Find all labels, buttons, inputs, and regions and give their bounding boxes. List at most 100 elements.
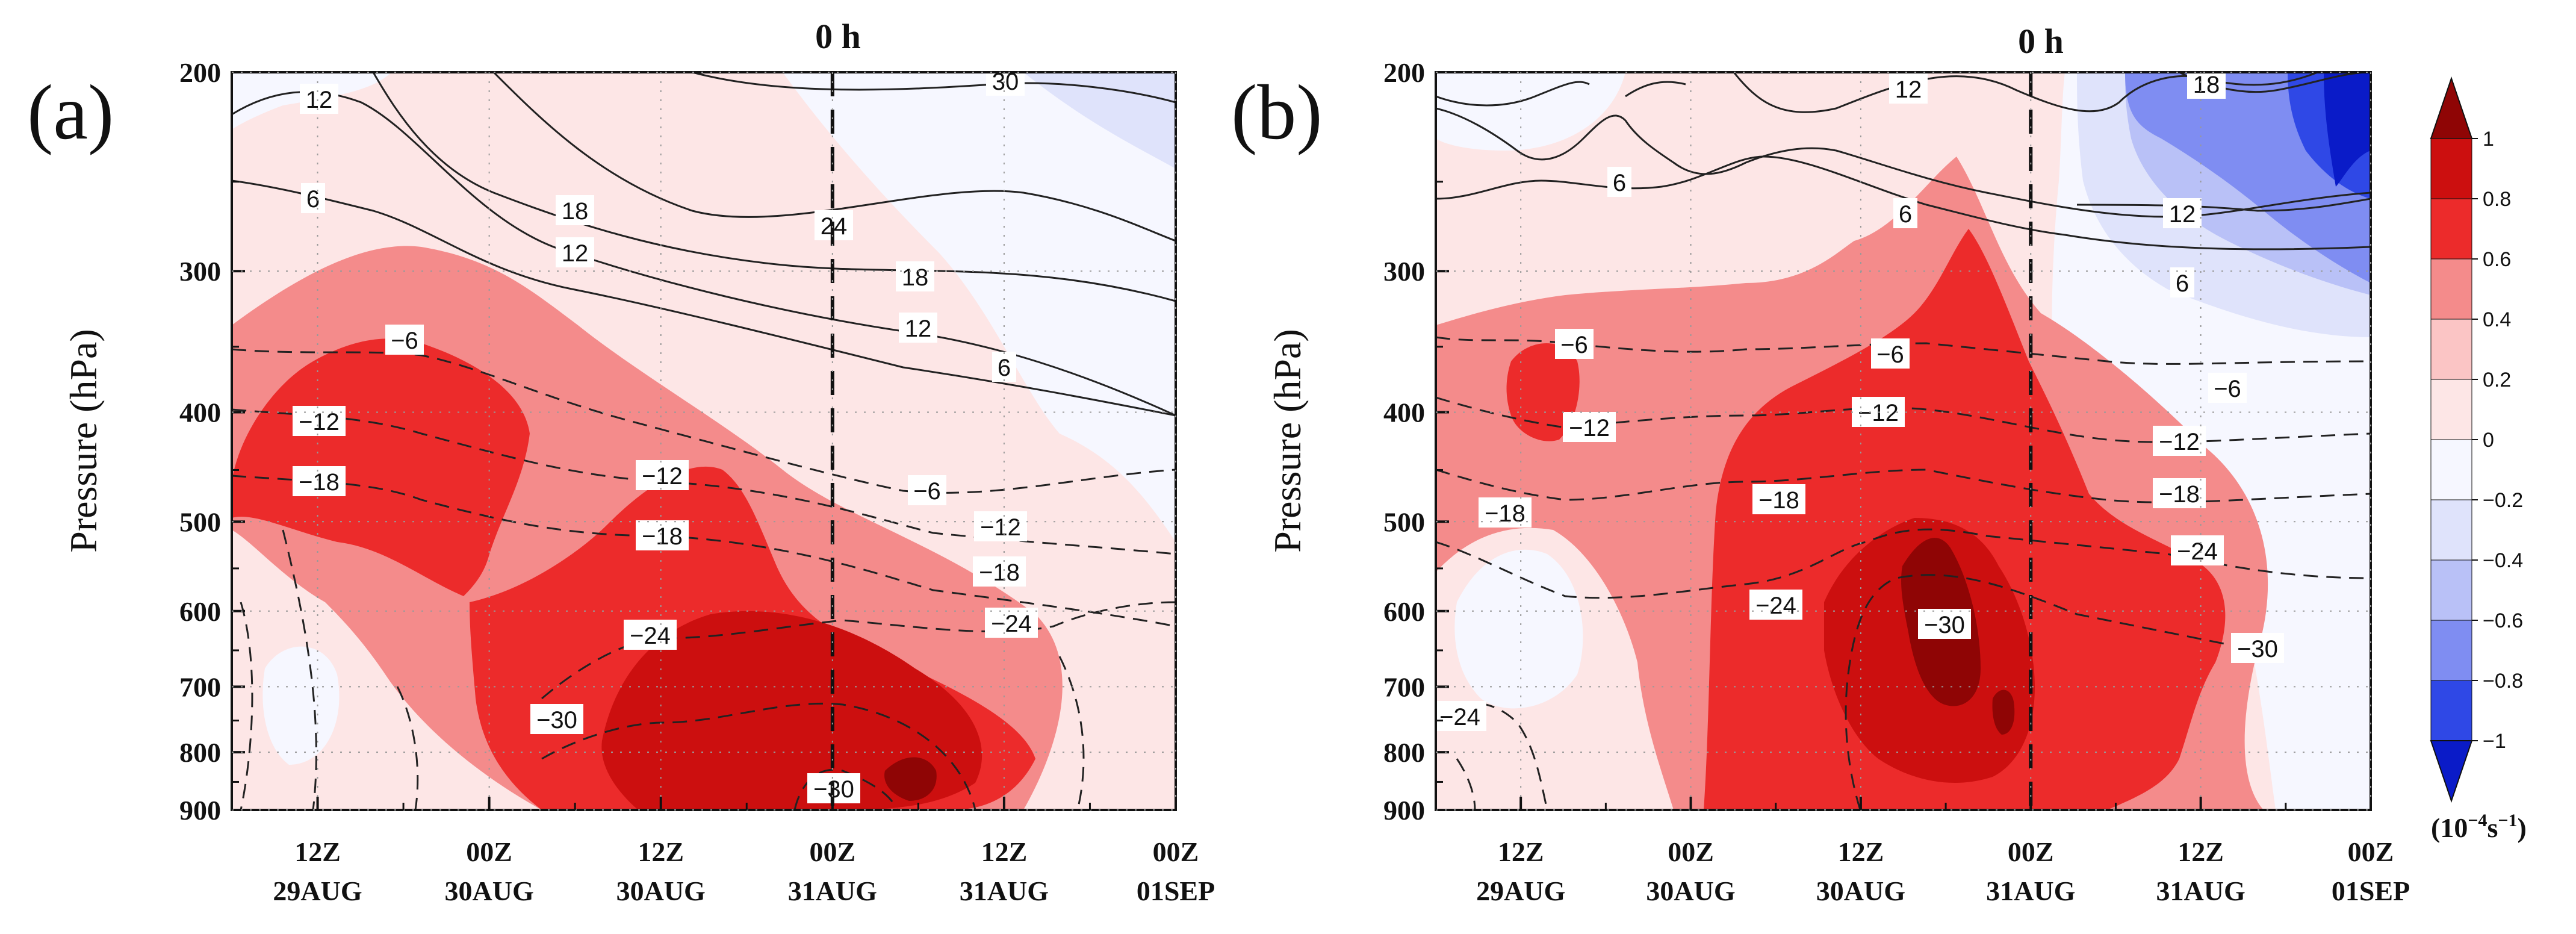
contour-label-bg: [385, 325, 424, 355]
contour-label: −12: [1858, 400, 1899, 426]
contour-label-bg: [530, 704, 583, 734]
contour-label-bg: [1893, 198, 1917, 228]
contour-label-bg: [1436, 701, 1486, 731]
shade-b-blue4: [2324, 72, 2371, 187]
x-tick-date: 01SEP: [1137, 876, 1215, 906]
contour-b-12b: [2076, 198, 2371, 212]
x-tick-time: 12Z: [638, 836, 684, 867]
x-tick-date: 01SEP: [2332, 876, 2410, 906]
panel-a-contour-labels: 1230618122418126−6−12−18−12−6−18−12−18−2…: [293, 72, 1038, 803]
x-tick-time: 00Z: [466, 836, 512, 867]
colorbar-segment: [2430, 198, 2472, 260]
contour-label-bg: [1918, 609, 1971, 639]
x-tick-date: 31AUG: [1986, 876, 2075, 906]
contour-label-bg: [1889, 73, 1928, 104]
panel-b-event-label: 0 h: [2018, 22, 2064, 61]
contour-label: −30: [536, 707, 577, 733]
panel-b-frame: [1435, 71, 2372, 811]
contour-label: −18: [979, 559, 1020, 586]
panel-a-ylabel: Pressure (hPa): [62, 329, 105, 552]
contour-label: −24: [1755, 593, 1796, 619]
contour-label: 6: [1899, 201, 1912, 228]
contour-a-m30: [541, 702, 976, 810]
panel-b-shading: 18 12 6 12 6 6 −6 −12 −18 −6 −12 −18 −24 −6 −12 −18 −24 −…: [1436, 72, 2371, 810]
contour-b-m30l: [1456, 758, 1476, 810]
contour-label-bg: [2163, 198, 2202, 228]
contour-label-bg: [1871, 338, 1910, 369]
x-tick-date: 30AUG: [616, 876, 706, 906]
contour-label-bg: [2170, 267, 2194, 297]
shade-a-red-upper: [232, 338, 530, 596]
y-tick-label: 800: [1383, 737, 1425, 768]
contour-label-bg: [1563, 412, 1616, 442]
contour-label: 12: [2169, 201, 2196, 228]
contour-label: −6: [1876, 341, 1904, 368]
contour-label: −24: [630, 623, 671, 649]
contour-label-bg: [896, 261, 934, 291]
colorbar-tick-label: 1: [2483, 128, 2494, 151]
contour-label: −12: [2159, 429, 2200, 455]
colorbar-segment: [2430, 559, 2472, 621]
panel-a-x-axis: 12Z 29AUG 00Z 30AUG 12Z 30AUG 00Z 31AUG 12Z 31AUG…: [231, 72, 1215, 906]
contour-label: −6: [1560, 332, 1588, 358]
colorbar-extend-bottom: [2430, 740, 2473, 803]
colorbar-segment: [2430, 499, 2472, 561]
contour-a-m6: [232, 348, 1176, 494]
colorbar-segment: [2430, 319, 2472, 380]
colorbar-tick-label: −1: [2483, 730, 2506, 753]
contour-label-bg: [556, 237, 594, 267]
colorbar-segment: [2430, 680, 2472, 741]
panel-b-label: (b): [1231, 69, 1323, 156]
y-tick-label: 600: [179, 596, 221, 627]
contour-label-bg: [2153, 478, 2206, 508]
contour-label: −18: [299, 469, 340, 496]
panel-a: 1230618122418126−6−12−18−12−6−18−12−18−2…: [27, 17, 1215, 906]
contour-label-bg: [1607, 167, 1631, 197]
contour-label-bg: [293, 466, 346, 496]
panel-a-event-label: 0 h: [815, 17, 861, 56]
y-tick-label: 900: [1383, 795, 1425, 826]
x-tick-time: 12Z: [2177, 836, 2224, 867]
x-tick-time: 12Z: [1838, 836, 1884, 867]
colorbar-tick-label: 0.6: [2483, 248, 2511, 271]
y-tick-label: 800: [179, 737, 221, 768]
colorbar-units: (10−4s−1): [2431, 811, 2527, 843]
colorbar-extend-top: [2430, 76, 2473, 139]
colorbar-tick-label: 0.4: [2483, 308, 2511, 331]
contour-label: 6: [306, 186, 320, 213]
contour-label-bg: [636, 460, 689, 490]
shade-b-redblob: [1506, 343, 1580, 441]
shade-a-white-top2: [783, 72, 1176, 542]
contour-label: 12: [562, 240, 589, 267]
contour-b-6b: [1436, 155, 2371, 251]
x-tick-date: 29AUG: [273, 876, 362, 906]
y-tick-label: 300: [179, 256, 221, 287]
contour-label: 12: [905, 316, 932, 342]
x-tick-time: 00Z: [1153, 836, 1199, 867]
contour-label: 6: [998, 355, 1011, 381]
colorbar-tick-label: 0: [2483, 429, 2494, 452]
contour-label: −6: [913, 478, 941, 505]
colorbar-tick-label: −0.8: [2483, 670, 2523, 693]
y-tick-label: 600: [1383, 596, 1425, 627]
contour-label: −18: [1758, 487, 1799, 514]
y-tick-label: 700: [1383, 671, 1425, 702]
colorbar-segment: [2430, 258, 2472, 320]
y-tick-label: 200: [179, 57, 221, 88]
y-tick-label: 300: [1383, 256, 1425, 287]
contour-label-bg: [1752, 484, 1805, 514]
y-tick-label: 700: [179, 671, 221, 702]
x-tick-time: 00Z: [1668, 836, 1714, 867]
contour-label-bg: [2171, 535, 2224, 565]
contour-b-m18: [1436, 469, 2371, 503]
contour-a-m30b: [793, 768, 898, 810]
contour-label: −12: [980, 514, 1021, 541]
panel-a-shading: 1230618122418126−6−12−18−12−6−18−12−18−2…: [232, 72, 1176, 810]
contour-a-12u: [232, 91, 1176, 417]
colorbar-segment: [2430, 620, 2472, 681]
x-tick-time: 12Z: [294, 836, 341, 867]
contour-label-bg: [985, 608, 1038, 638]
contour-a-m18: [232, 475, 1176, 627]
y-tick-label: 200: [1383, 57, 1425, 88]
